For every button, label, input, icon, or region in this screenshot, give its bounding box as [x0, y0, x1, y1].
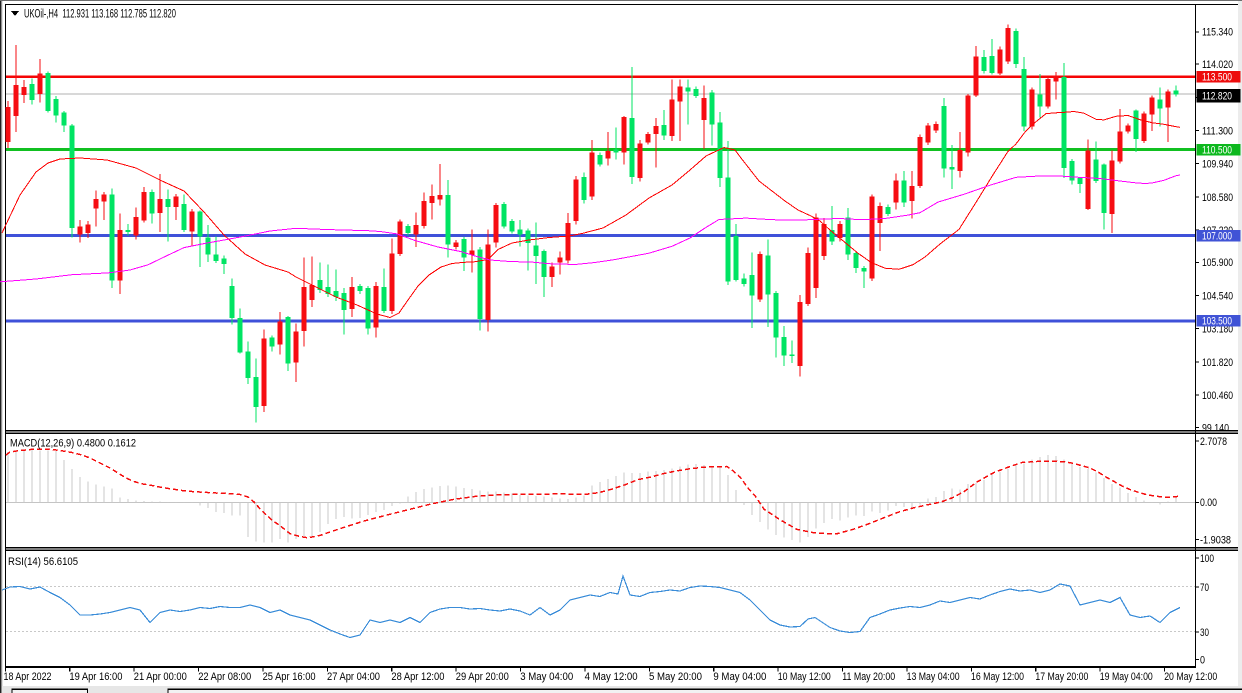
svg-text:99.140: 99.140 — [1202, 422, 1229, 434]
svg-text:RSI(14) 56.6105: RSI(14) 56.6105 — [8, 556, 78, 568]
svg-text:9 May 04:00: 9 May 04:00 — [713, 671, 766, 683]
svg-text:22 Apr 08:00: 22 Apr 08:00 — [198, 671, 251, 683]
svg-text:103.500: 103.500 — [1202, 315, 1232, 327]
svg-text:27 Apr 04:00: 27 Apr 04:00 — [327, 671, 380, 683]
svg-text:10 May 12:00: 10 May 12:00 — [778, 671, 831, 683]
svg-text:11 May 20:00: 11 May 20:00 — [842, 671, 895, 683]
svg-text:18 Apr 2022: 18 Apr 2022 — [4, 671, 52, 683]
svg-text:20 May 12:00: 20 May 12:00 — [1164, 671, 1217, 683]
svg-text:13 May 04:00: 13 May 04:00 — [907, 671, 960, 683]
svg-text:105.900: 105.900 — [1202, 257, 1233, 269]
svg-text:5 May 20:00: 5 May 20:00 — [649, 671, 702, 683]
svg-text:113.500: 113.500 — [1202, 71, 1232, 83]
svg-text:25 Apr 16:00: 25 Apr 16:00 — [263, 671, 316, 683]
svg-text:70: 70 — [1200, 582, 1209, 594]
svg-text:110.500: 110.500 — [1202, 144, 1232, 156]
svg-text:UKOil-,H4 112.931 113.168 112: UKOil-,H4 112.931 113.168 112.785 112.82… — [24, 9, 176, 21]
svg-text:0: 0 — [1200, 654, 1205, 666]
svg-text:2.7078: 2.7078 — [1200, 436, 1227, 448]
svg-text:112.820: 112.820 — [1202, 90, 1232, 102]
svg-text:19 May 04:00: 19 May 04:00 — [1100, 671, 1153, 683]
svg-text:107.000: 107.000 — [1202, 231, 1232, 243]
svg-text:115.340: 115.340 — [1202, 27, 1233, 39]
svg-text:111.300: 111.300 — [1202, 125, 1233, 137]
svg-text:17 May 20:00: 17 May 20:00 — [1035, 671, 1088, 683]
svg-text:30: 30 — [1200, 627, 1209, 639]
svg-text:108.580: 108.580 — [1202, 192, 1233, 204]
svg-text:103.180: 103.180 — [1202, 324, 1233, 336]
svg-text:3 May 04:00: 3 May 04:00 — [520, 671, 573, 683]
svg-text:100: 100 — [1200, 553, 1214, 565]
svg-text:MACD(12,26,9) 0.4800 0.1612: MACD(12,26,9) 0.4800 0.1612 — [10, 438, 136, 450]
svg-text:100.460: 100.460 — [1202, 390, 1233, 402]
svg-text:29 Apr 20:00: 29 Apr 20:00 — [456, 671, 509, 683]
svg-text:4 May 12:00: 4 May 12:00 — [585, 671, 638, 683]
svg-text:101.820: 101.820 — [1202, 357, 1233, 369]
svg-text:19 Apr 16:00: 19 Apr 16:00 — [69, 671, 122, 683]
svg-text:109.940: 109.940 — [1202, 159, 1233, 171]
svg-text:-1.9038: -1.9038 — [1200, 534, 1231, 546]
svg-text:16 May 12:00: 16 May 12:00 — [971, 671, 1024, 683]
svg-text:0.00: 0.00 — [1200, 497, 1217, 509]
svg-text:21 Apr 00:00: 21 Apr 00:00 — [134, 671, 187, 683]
svg-text:114.020: 114.020 — [1202, 59, 1233, 71]
svg-text:28 Apr 12:00: 28 Apr 12:00 — [391, 671, 444, 683]
svg-text:104.540: 104.540 — [1202, 290, 1233, 302]
